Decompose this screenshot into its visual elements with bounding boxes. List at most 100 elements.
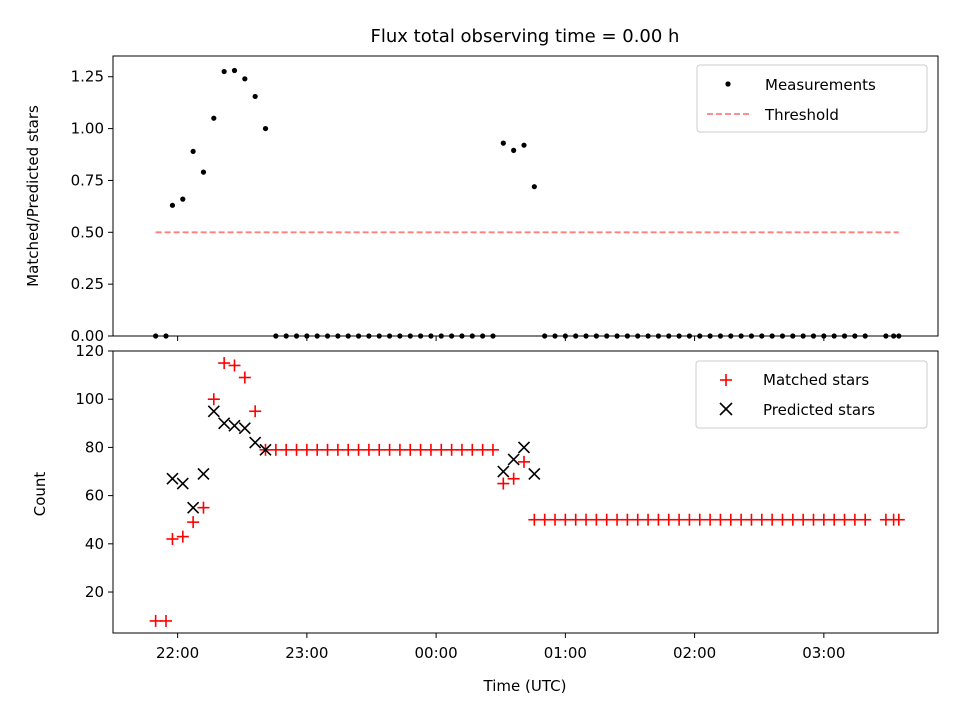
- bottom-ytick-label: 20: [85, 583, 104, 601]
- matched-star-point: [269, 443, 282, 456]
- matched-star-point: [776, 513, 789, 526]
- matched-star-point: [714, 513, 727, 526]
- measurement-point: [293, 333, 300, 339]
- chart-title: Flux total observing time = 0.00 h: [371, 26, 680, 47]
- measurement-point: [438, 333, 444, 339]
- measurement-point: [717, 333, 724, 339]
- measurement-point: [759, 333, 765, 339]
- top-plot-marks: [153, 67, 902, 339]
- matched-star-point: [786, 513, 799, 526]
- bottom-plot-marks: [149, 357, 905, 627]
- measurement-point: [345, 333, 351, 339]
- matched-star-point: [187, 516, 200, 529]
- matched-star-point: [745, 513, 758, 526]
- matched-star-point: [693, 513, 706, 526]
- measurement-point: [190, 148, 196, 155]
- matched-star-point: [859, 513, 872, 526]
- measurement-point: [790, 333, 796, 339]
- matched-star-point: [559, 513, 572, 526]
- xtick-label: 03:00: [802, 644, 845, 662]
- legend-measurements-marker: [725, 81, 731, 87]
- xtick-label: 00:00: [414, 644, 457, 662]
- bottom-ytick-label: 40: [85, 535, 104, 553]
- measurement-point: [262, 125, 269, 132]
- matched-star-point: [892, 513, 905, 526]
- bottom-legend: Matched stars Predicted stars: [695, 360, 928, 429]
- measurement-point: [841, 333, 848, 339]
- matched-star-point: [580, 513, 593, 526]
- measurement-point: [583, 333, 589, 339]
- predicted-star-point: [197, 467, 210, 480]
- matched-star-point: [517, 455, 530, 468]
- predicted-star-point: [238, 422, 251, 435]
- measurement-point: [200, 169, 207, 175]
- measurement-point: [169, 202, 176, 208]
- top-x-axis-ticks: [177, 336, 825, 341]
- matched-star-point: [497, 477, 510, 490]
- measurement-point: [511, 147, 517, 153]
- matched-star-point: [590, 513, 603, 526]
- measurement-point: [242, 76, 248, 82]
- measurement-point: [831, 333, 837, 339]
- matched-star-point: [362, 443, 375, 456]
- predicted-star-point: [218, 417, 231, 430]
- measurement-point: [163, 333, 169, 339]
- measurement-point: [480, 333, 486, 339]
- matched-star-point: [342, 443, 355, 456]
- measurement-point: [469, 333, 475, 339]
- measurement-point: [417, 333, 424, 339]
- matched-star-point: [159, 614, 172, 627]
- measurement-point: [407, 333, 413, 339]
- measurement-point: [573, 333, 579, 339]
- measurement-point: [459, 333, 465, 339]
- predicted-star-point: [166, 472, 179, 485]
- measurement-point: [779, 333, 786, 339]
- bottom-ytick-label: 120: [75, 342, 104, 360]
- measurement-point: [635, 333, 641, 339]
- measurement-point: [676, 333, 682, 339]
- measurement-point: [283, 333, 289, 339]
- predicted-star-point: [176, 477, 189, 490]
- measurement-point: [891, 333, 897, 339]
- predicted-star-point: [517, 441, 531, 454]
- top-plot-panel: 0.00 0.25 0.50 0.75 1.00 1.25 Matched/Predict…: [24, 55, 939, 345]
- measurement-point: [521, 142, 527, 148]
- measurement-point: [366, 333, 372, 339]
- matched-star-point: [848, 513, 861, 526]
- matched-star-point: [238, 371, 251, 384]
- matched-star-point: [149, 614, 162, 627]
- matched-star-point: [249, 405, 262, 418]
- bottom-y-axis-label: Count: [31, 472, 49, 517]
- matched-star-point: [218, 357, 231, 370]
- top-legend-box: [696, 64, 928, 133]
- measurement-point: [252, 93, 258, 100]
- measurement-point: [769, 333, 775, 339]
- top-legend: Measurements Threshold: [696, 64, 928, 133]
- matched-star-point: [797, 513, 810, 526]
- measurement-point: [386, 333, 393, 339]
- matched-star-point: [662, 513, 675, 526]
- matched-star-point: [755, 513, 768, 526]
- measurement-point: [324, 333, 331, 339]
- matched-star-point: [424, 443, 437, 456]
- measurement-point: [655, 333, 662, 339]
- matched-star-point: [414, 443, 427, 456]
- measurement-point: [335, 333, 341, 339]
- legend-matched-stars-label: Matched stars: [763, 371, 869, 389]
- matched-star-point: [766, 513, 779, 526]
- matched-star-point: [197, 501, 210, 514]
- top-ytick-label: 0.25: [71, 275, 104, 293]
- measurement-point: [883, 333, 889, 339]
- matched-star-point: [642, 513, 655, 526]
- measurement-point: [428, 333, 434, 339]
- measurement-point: [604, 333, 610, 339]
- measurement-point: [397, 333, 403, 339]
- bottom-ytick-label: 80: [85, 438, 104, 456]
- top-y-axis-label: Matched/Predicted stars: [24, 105, 42, 287]
- measurement-point: [531, 184, 537, 190]
- matched-star-point: [817, 513, 830, 526]
- measurement-point: [449, 333, 455, 339]
- top-ytick-label: 0.00: [71, 327, 104, 345]
- measurement-point: [862, 333, 868, 339]
